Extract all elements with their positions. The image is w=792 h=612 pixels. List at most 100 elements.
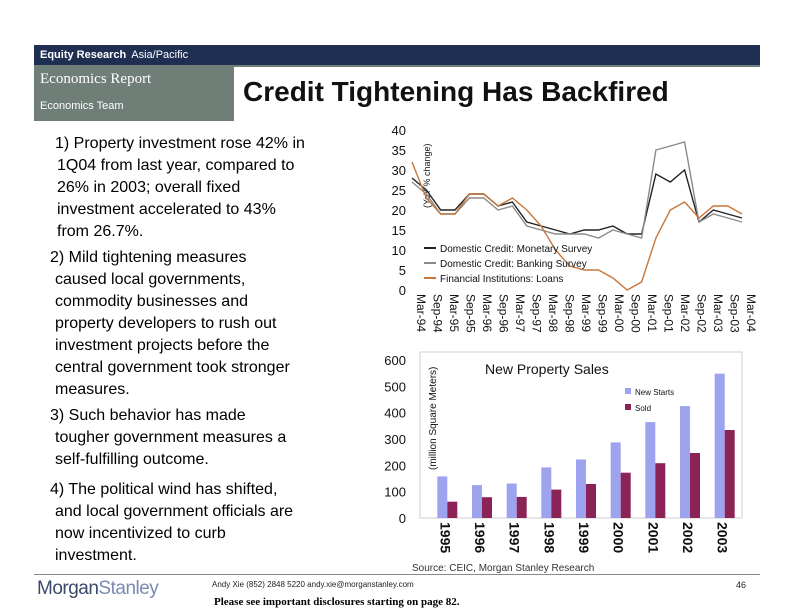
x-tick-label: Sep-00	[629, 294, 643, 333]
y-axis-label: (YoY % change)	[422, 143, 432, 208]
analyst-contact: Andy Xie (852) 2848 5220 andy.xie@morgan…	[212, 580, 414, 589]
p3-line: tougher government measures a	[55, 429, 287, 446]
x-tick-label: Mar-02	[678, 294, 692, 332]
x-tick-label: Mar-95	[447, 294, 461, 332]
x-tick-label: Mar-97	[513, 294, 527, 332]
legend-label: Sold	[635, 404, 651, 413]
logo-stanley: Stanley	[98, 578, 159, 599]
x-tick-label: Sep-97	[530, 294, 544, 333]
disclosure-link[interactable]: Please see important disclosures startin…	[214, 596, 460, 608]
region-label: Asia/Pacific	[131, 49, 189, 61]
x-tick-label: 2003	[715, 522, 731, 553]
bar-sold	[690, 453, 700, 518]
p3-line: self-fulfilling outcome.	[55, 451, 209, 468]
report-meta: Economics Report Economics Team	[34, 65, 234, 121]
p1-line: 1Q04 from last year, compared to	[57, 157, 295, 174]
bar-new-starts	[610, 442, 621, 518]
bar-sold	[724, 430, 735, 518]
paragraph-1: 1) Property investment rose 42% in 1Q04 …	[55, 133, 305, 243]
report-type: Economics Report	[40, 71, 152, 87]
bar-sold	[586, 484, 596, 518]
x-tick-label: Sep-98	[563, 294, 577, 333]
x-tick-label: Mar-94	[414, 294, 428, 332]
y-tick-label: 400	[384, 406, 406, 421]
y-tick-label: 100	[384, 485, 406, 500]
bar-sold	[551, 489, 562, 518]
x-tick-label: 1997	[507, 522, 523, 553]
bar-new-starts	[541, 467, 552, 518]
y-tick-label: 40	[392, 123, 406, 138]
y-tick-label: 0	[399, 511, 406, 526]
series-line-3	[411, 161, 743, 291]
paragraph-4: 4) The political wind has shifted, and l…	[50, 479, 293, 567]
x-tick-label: Sep-99	[596, 294, 610, 333]
p2-line: central government took stronger	[55, 359, 290, 376]
y-tick-label: 25	[392, 183, 406, 198]
x-tick-label: Sep-03	[728, 294, 742, 333]
bar-new-starts	[576, 459, 586, 518]
x-tick-label: Mar-96	[480, 294, 494, 332]
x-tick-label: Sep-96	[497, 294, 511, 333]
p1-line: 26% in 2003; overall fixed	[57, 179, 241, 196]
x-tick-label: Mar-01	[645, 294, 659, 332]
y-tick-label: 15	[392, 223, 406, 238]
y-tick-label: 500	[384, 379, 406, 394]
bar-sold	[516, 496, 527, 518]
report-header: Economics Report Economics Team Credit T…	[34, 65, 760, 121]
y-tick-label: 5	[399, 263, 406, 278]
research-bar: Equity Research Asia/Pacific	[34, 45, 760, 65]
x-tick-label: 2001	[645, 522, 661, 553]
bar-sold	[620, 472, 631, 518]
paragraph-2: 2) Mild tightening measures caused local…	[50, 247, 290, 401]
legend-label: Domestic Credit: Monetary Survey	[440, 244, 592, 255]
p1-line: 1) Property investment rose 42% in	[55, 135, 305, 152]
legend-label: Domestic Credit: Banking Survey	[440, 259, 587, 270]
x-tick-label: Mar-99	[579, 294, 593, 332]
p2-line: investment projects before the	[55, 337, 270, 354]
team-label: Economics Team	[40, 100, 124, 112]
footer-divider	[34, 574, 760, 575]
x-tick-label: Mar-98	[546, 294, 560, 332]
legend-label: Financial Institutions: Loans	[440, 274, 563, 285]
bar-new-starts	[645, 422, 656, 518]
legend-label: New Starts	[635, 388, 674, 397]
p1-line: investment accelerated to 43%	[57, 201, 276, 218]
p4-line: now incentivized to curb	[55, 525, 226, 542]
y-tick-label: 20	[392, 203, 406, 218]
p3-line: 3) Such behavior has made	[50, 407, 246, 424]
p2-line: caused local governments,	[55, 271, 246, 288]
title-box: Credit Tightening Has Backfired	[234, 67, 760, 121]
x-tick-label: Mar-03	[711, 294, 725, 332]
bar-sold	[655, 463, 666, 518]
p4-line: and local government officials are	[55, 503, 294, 520]
p4-line: investment.	[55, 547, 137, 564]
legend-swatch	[625, 388, 631, 394]
morgan-stanley-logo: MorganStanley	[37, 578, 159, 600]
credit-growth-chart: 0 5 10 15 20 25 30 35 40 (YoY % change) Domestic C…	[392, 123, 758, 333]
x-tick-label: 1998	[541, 522, 557, 553]
legend-swatch	[625, 404, 631, 410]
x-tick-label: Mar-00	[612, 294, 626, 332]
x-tick-label: Sep-95	[464, 294, 478, 333]
p2-line: property developers to rush out	[55, 315, 277, 332]
page-title: Credit Tightening Has Backfired	[243, 76, 669, 107]
bar-new-starts	[472, 485, 482, 518]
p4-line: 4) The political wind has shifted,	[50, 481, 278, 498]
x-tick-label: 1995	[437, 522, 453, 553]
p1-line: from 26.7%.	[57, 223, 144, 240]
x-tick-label: 1996	[472, 522, 488, 553]
series-line-2	[411, 141, 743, 239]
x-tick-label: Sep-01	[662, 294, 676, 333]
y-tick-label: 300	[384, 432, 406, 447]
paragraph-3: 3) Such behavior has made tougher govern…	[50, 405, 286, 471]
x-tick-label: 2002	[680, 522, 696, 553]
x-tick-label: Sep-94	[431, 294, 445, 333]
y-tick-label: 35	[392, 143, 406, 158]
property-sales-chart: 0 100 200 300 400 500 600 (million Square Meter…	[384, 351, 743, 553]
bar-sold	[482, 497, 492, 518]
p2-line: measures.	[55, 381, 130, 398]
series-line-1	[411, 168, 743, 235]
p2-line: commodity businesses and	[55, 293, 248, 310]
bar-sold	[447, 501, 458, 518]
bar-new-starts	[437, 476, 448, 518]
